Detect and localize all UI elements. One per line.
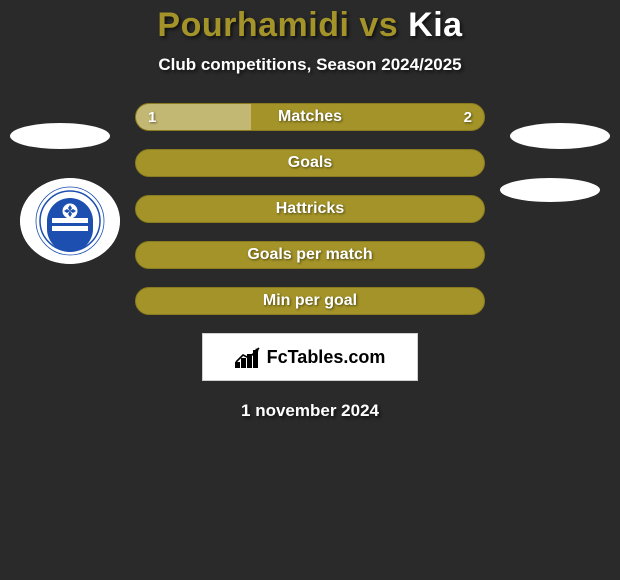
club-left-emblem <box>20 178 120 264</box>
player-left-name: Pourhamidi <box>157 6 349 44</box>
stat-bar-label: Goals per match <box>136 242 484 268</box>
stat-bar-right-value: 2 <box>464 104 472 130</box>
page-title: Pourhamidi vs Kia <box>0 6 620 45</box>
player-right-name: Kia <box>408 6 462 44</box>
stat-bar-label: Min per goal <box>136 288 484 314</box>
stat-bar: Min per goal <box>135 287 485 315</box>
comparison-widget: Pourhamidi vs Kia Club competitions, Sea… <box>0 0 620 421</box>
subtitle: Club competitions, Season 2024/2025 <box>0 55 620 75</box>
stat-bar-label: Goals <box>136 150 484 176</box>
stat-bar-label: Hattricks <box>136 196 484 222</box>
brand-text: FcTables.com <box>267 347 386 368</box>
date-stamp: 1 november 2024 <box>0 401 620 421</box>
stat-bar: Matches12 <box>135 103 485 131</box>
emblem-svg <box>20 178 120 264</box>
stat-bar: Hattricks <box>135 195 485 223</box>
brand-box[interactable]: FcTables.com <box>202 333 418 381</box>
player-right-ellipse <box>510 123 610 149</box>
stat-bar-left-value: 1 <box>148 104 156 130</box>
player-left-ellipse <box>10 123 110 149</box>
club-right-ellipse <box>500 178 600 202</box>
stat-bar: Goals <box>135 149 485 177</box>
stat-bars: Matches12GoalsHattricksGoals per matchMi… <box>135 103 485 315</box>
title-vs: vs <box>359 6 398 44</box>
stat-bar: Goals per match <box>135 241 485 269</box>
emblem-circle <box>20 178 120 264</box>
brand-chart-icon <box>235 346 261 368</box>
